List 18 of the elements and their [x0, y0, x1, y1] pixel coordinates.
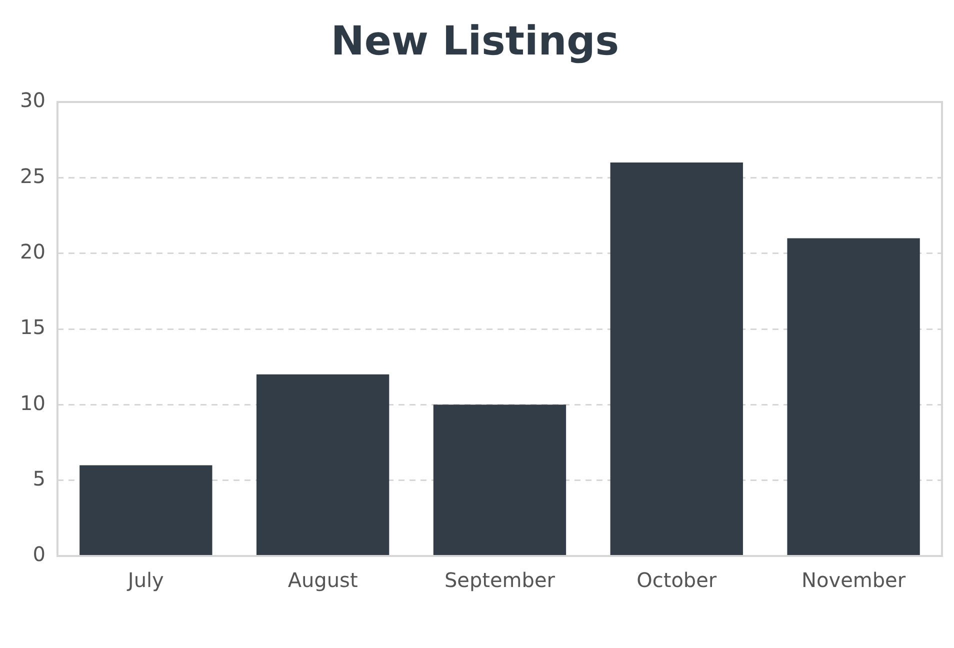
x-tick-label: November: [802, 568, 906, 592]
bar: [610, 162, 743, 556]
x-tick-label: October: [636, 568, 718, 592]
bar: [80, 465, 212, 556]
bar: [433, 404, 566, 556]
y-tick-label: 25: [20, 164, 46, 188]
x-tick-label: July: [126, 568, 164, 592]
y-tick-label: 15: [20, 315, 46, 340]
y-tick-label: 10: [20, 390, 46, 415]
y-tick-label: 0: [32, 542, 46, 566]
y-tick-label: 20: [20, 240, 46, 264]
bar: [787, 238, 920, 556]
y-tick-label: 5: [32, 466, 46, 491]
x-tick-label: September: [444, 568, 556, 592]
x-tick-label: August: [288, 568, 358, 592]
bar: [256, 374, 390, 556]
y-tick-label: 30: [20, 88, 46, 112]
chart-title: New Listings: [330, 18, 620, 64]
